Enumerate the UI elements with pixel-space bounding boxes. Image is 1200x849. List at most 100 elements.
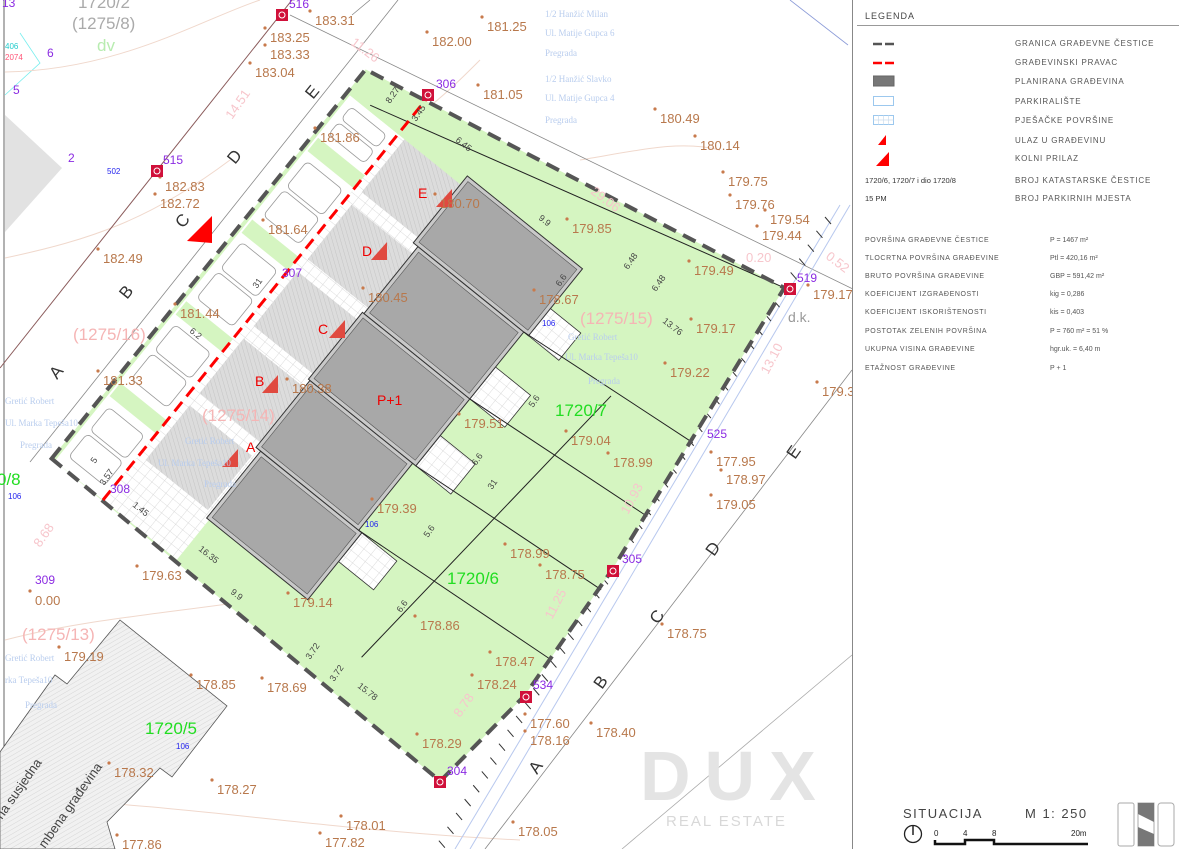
elevation-point [308, 9, 312, 13]
survey-marker-ring [278, 11, 286, 19]
legend-item-driveway: KOLNI PRILAZ [853, 152, 1193, 166]
entrance-icon [371, 242, 387, 260]
elevation-label: 181.86 [320, 130, 360, 145]
elevation-point [263, 26, 267, 30]
elevation-label: 178.97 [726, 472, 766, 487]
legend-item-planned-building: PLANIRANA GRAĐEVINA [853, 75, 1193, 89]
survey-marker-icon [276, 9, 288, 21]
survey-marker-icon [434, 776, 446, 788]
elevation-label: 179.04 [571, 433, 611, 448]
survey-point-number: 308 [110, 482, 130, 496]
road-hatch-tick [816, 230, 823, 239]
elevation-label: 177.86 [122, 837, 162, 849]
elevation-label: 180.14 [700, 138, 740, 153]
driveway-entry-icon [187, 216, 212, 243]
elevation-label: 178.75 [667, 626, 707, 641]
site-plan-map: DUX REAL ESTATE A B C D E P+1 183.31 183.25 183.… [0, 0, 852, 849]
parcel-number: 1720/5 [145, 719, 197, 738]
elevation-label: 179.49 [694, 263, 734, 278]
parking-space [70, 435, 122, 485]
elevation-label: 178.29 [422, 736, 462, 751]
elevation-point [286, 591, 290, 595]
survey-marker-ring [153, 167, 161, 175]
survey-point-number: 307 [282, 266, 302, 280]
elevation-point [564, 429, 568, 433]
dimension-label: 31 [250, 276, 264, 290]
lot-division-line [358, 529, 552, 661]
owner-info: 1/2 Hanžić Milan [545, 9, 608, 19]
elevation-label: 180.70 [440, 196, 480, 211]
elevation-point [538, 563, 542, 567]
elevation-label: 181.64 [268, 222, 308, 237]
owner-info: Gretić Robert [5, 396, 55, 406]
entrance-icon [436, 189, 452, 207]
elevation-point [313, 126, 317, 130]
road-hatch-tick [447, 826, 454, 835]
elevation-point [96, 369, 100, 373]
elevation-point [318, 831, 322, 835]
elevation-label: 178.27 [217, 782, 257, 797]
parking-space [198, 273, 253, 326]
elevation-label: 178.05 [518, 824, 558, 839]
road-hatch-tick [824, 216, 832, 225]
owner-info: Pregrada [204, 479, 236, 489]
elevation-point [210, 778, 214, 782]
legend-label: BROJ PARKIRNIH MJESTA [1015, 194, 1132, 203]
entrance-court [145, 405, 252, 511]
legend-title: LEGENDA [865, 11, 916, 21]
elevation-label: 179.14 [293, 595, 333, 610]
elevation-label: 178.85 [196, 677, 236, 692]
survey-point-number: 306 [436, 77, 456, 91]
elevation-label: 181.44 [180, 306, 220, 321]
parcel-number: 1720/6 [447, 569, 499, 588]
road-hatch-tick [464, 798, 472, 807]
cadastral-label: (1275/13) [22, 625, 95, 644]
elevation-point [687, 259, 691, 263]
elevation-point [153, 192, 157, 196]
parcel-tag: 106 [176, 742, 190, 751]
survey-point-number: 304 [447, 764, 467, 778]
elevation-point [709, 493, 713, 497]
road-left-edge [0, 0, 293, 369]
survey-marker-ring [436, 778, 444, 786]
road-hatch-tick [798, 258, 806, 266]
scale-bar: 0 4 8 20m [903, 824, 1088, 846]
elevation-label: 181.33 [103, 373, 143, 388]
green-strip [109, 382, 168, 434]
elevation-point [476, 83, 480, 87]
elevation-point [589, 721, 593, 725]
dimension-label: 31 [485, 477, 499, 491]
elevation-label: 183.25 [270, 30, 310, 45]
elevation-point [457, 412, 461, 416]
lot-division-line [415, 465, 602, 591]
owner-info: Ul. Matije Gupca 4 [545, 93, 615, 103]
entrance-court [307, 204, 414, 310]
legend-item-parking-count: 15 PM BROJ PARKIRNIH MJESTA [853, 192, 1193, 206]
cadastral-label: (1275/8) [72, 14, 135, 33]
road-hatch-tick [438, 840, 446, 849]
parking-space [91, 408, 143, 458]
elevation-point [721, 170, 725, 174]
owner-info: Pregrada [20, 440, 52, 450]
elevation-label: 179.39 [377, 501, 417, 516]
legend-label: KOLNI PRILAZ [1015, 154, 1079, 163]
road-hatch-tick [472, 784, 480, 793]
elevation-point [719, 468, 723, 472]
elevation-point [709, 450, 713, 454]
unit-label: A [246, 439, 256, 455]
road-left-axis [29, 0, 399, 463]
dashed-gray-line-icon [873, 42, 897, 46]
parameter-row: BRUTO POVRŠINA GRAĐEVINE GBP = 591,42 m² [865, 273, 1195, 280]
building-roof [418, 181, 578, 331]
parking-space [330, 123, 373, 162]
parcel-number: 1720/7 [555, 401, 607, 420]
legend-item-cadastral: 1720/6, 1720/7 i dio 1720/8 BROJ KATASTA… [853, 174, 1193, 188]
road-hatch-tick [481, 771, 489, 779]
survey-marker-icon [520, 691, 532, 703]
parking-area [54, 95, 399, 500]
road-hatch-tick [507, 729, 514, 738]
entrance-court [199, 338, 306, 444]
survey-marker-icon [607, 565, 619, 577]
parameter-value: Ptl = 420,16 m² [1050, 255, 1098, 262]
elevation-point [523, 712, 527, 716]
